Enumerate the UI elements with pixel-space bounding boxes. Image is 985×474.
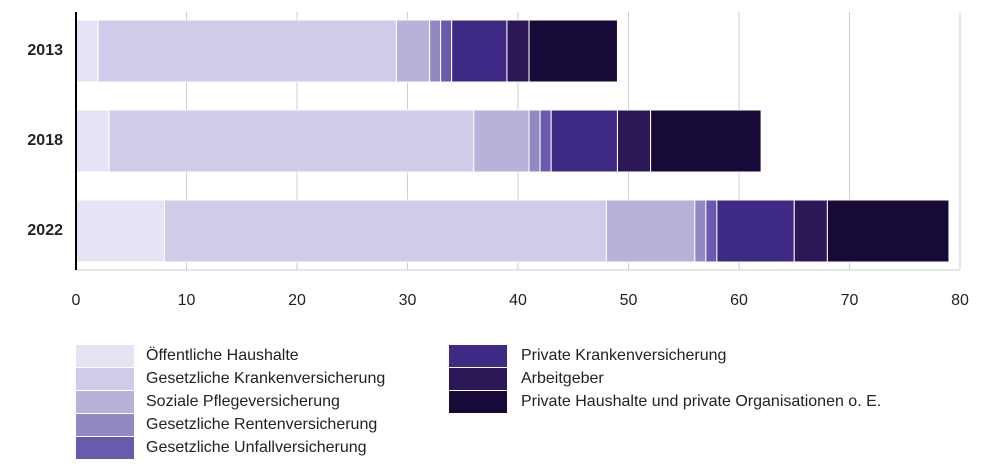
legend-swatch xyxy=(449,368,507,390)
bar-segment xyxy=(473,109,530,173)
legend-label: Arbeitgeber xyxy=(521,370,604,387)
bar-segment xyxy=(605,199,696,263)
bar-segment xyxy=(705,199,718,263)
x-tick-label: 10 xyxy=(178,292,196,309)
x-tick-label: 80 xyxy=(951,292,969,309)
bar-segment xyxy=(163,199,607,263)
bar-segment xyxy=(451,19,508,83)
bar-segment xyxy=(75,19,99,83)
legend-label: Private Haushalte und private Organisati… xyxy=(521,393,881,410)
y-tick-label: 2018 xyxy=(27,132,63,149)
x-tick-label: 60 xyxy=(730,292,748,309)
legend-label: Öffentliche Haushalte xyxy=(146,346,299,364)
bar-segment xyxy=(440,19,453,83)
legend-swatch xyxy=(76,345,134,367)
legend-swatch xyxy=(449,391,507,413)
x-tick-label: 20 xyxy=(288,292,306,309)
bar-segment xyxy=(539,109,552,173)
x-tick-label: 30 xyxy=(399,292,417,309)
x-tick-label: 40 xyxy=(509,292,527,309)
bar-segment xyxy=(550,109,618,173)
bar-segment xyxy=(694,199,707,263)
bar-segment xyxy=(429,19,442,83)
bar-segment xyxy=(108,109,475,173)
y-tick-label: 2013 xyxy=(27,42,63,59)
x-tick-label: 70 xyxy=(841,292,859,309)
bar-segment xyxy=(97,19,397,83)
legend-swatch xyxy=(76,414,134,436)
bar-segment xyxy=(395,19,431,83)
legend-swatch xyxy=(76,368,134,390)
bar-segment xyxy=(826,199,950,263)
bar-segment xyxy=(793,199,828,263)
legend-label: Private Krankenversicherung xyxy=(521,347,726,364)
legend-swatch xyxy=(76,437,134,459)
y-tick-label: 2022 xyxy=(27,222,63,239)
legend-label: Gesetzliche Krankenversicherung xyxy=(146,370,385,387)
bar-segment xyxy=(650,109,762,173)
bar-segment xyxy=(528,109,541,173)
legend-swatch xyxy=(449,345,507,367)
legend-label: Soziale Pflegeversicherung xyxy=(146,393,340,410)
bar-segment xyxy=(506,19,530,83)
bar-segment xyxy=(75,109,110,173)
bar-segment xyxy=(716,199,795,263)
legend-swatch xyxy=(76,391,134,413)
bar-segment xyxy=(75,199,165,263)
legend-label: Gesetzliche Unfallversicherung xyxy=(146,439,367,456)
x-tick-label: 50 xyxy=(620,292,638,309)
legend-label: Gesetzliche Rentenversicherung xyxy=(146,416,377,433)
x-tick-label: 0 xyxy=(72,292,81,309)
bar-segment xyxy=(616,109,652,173)
bar-segment xyxy=(528,19,618,83)
